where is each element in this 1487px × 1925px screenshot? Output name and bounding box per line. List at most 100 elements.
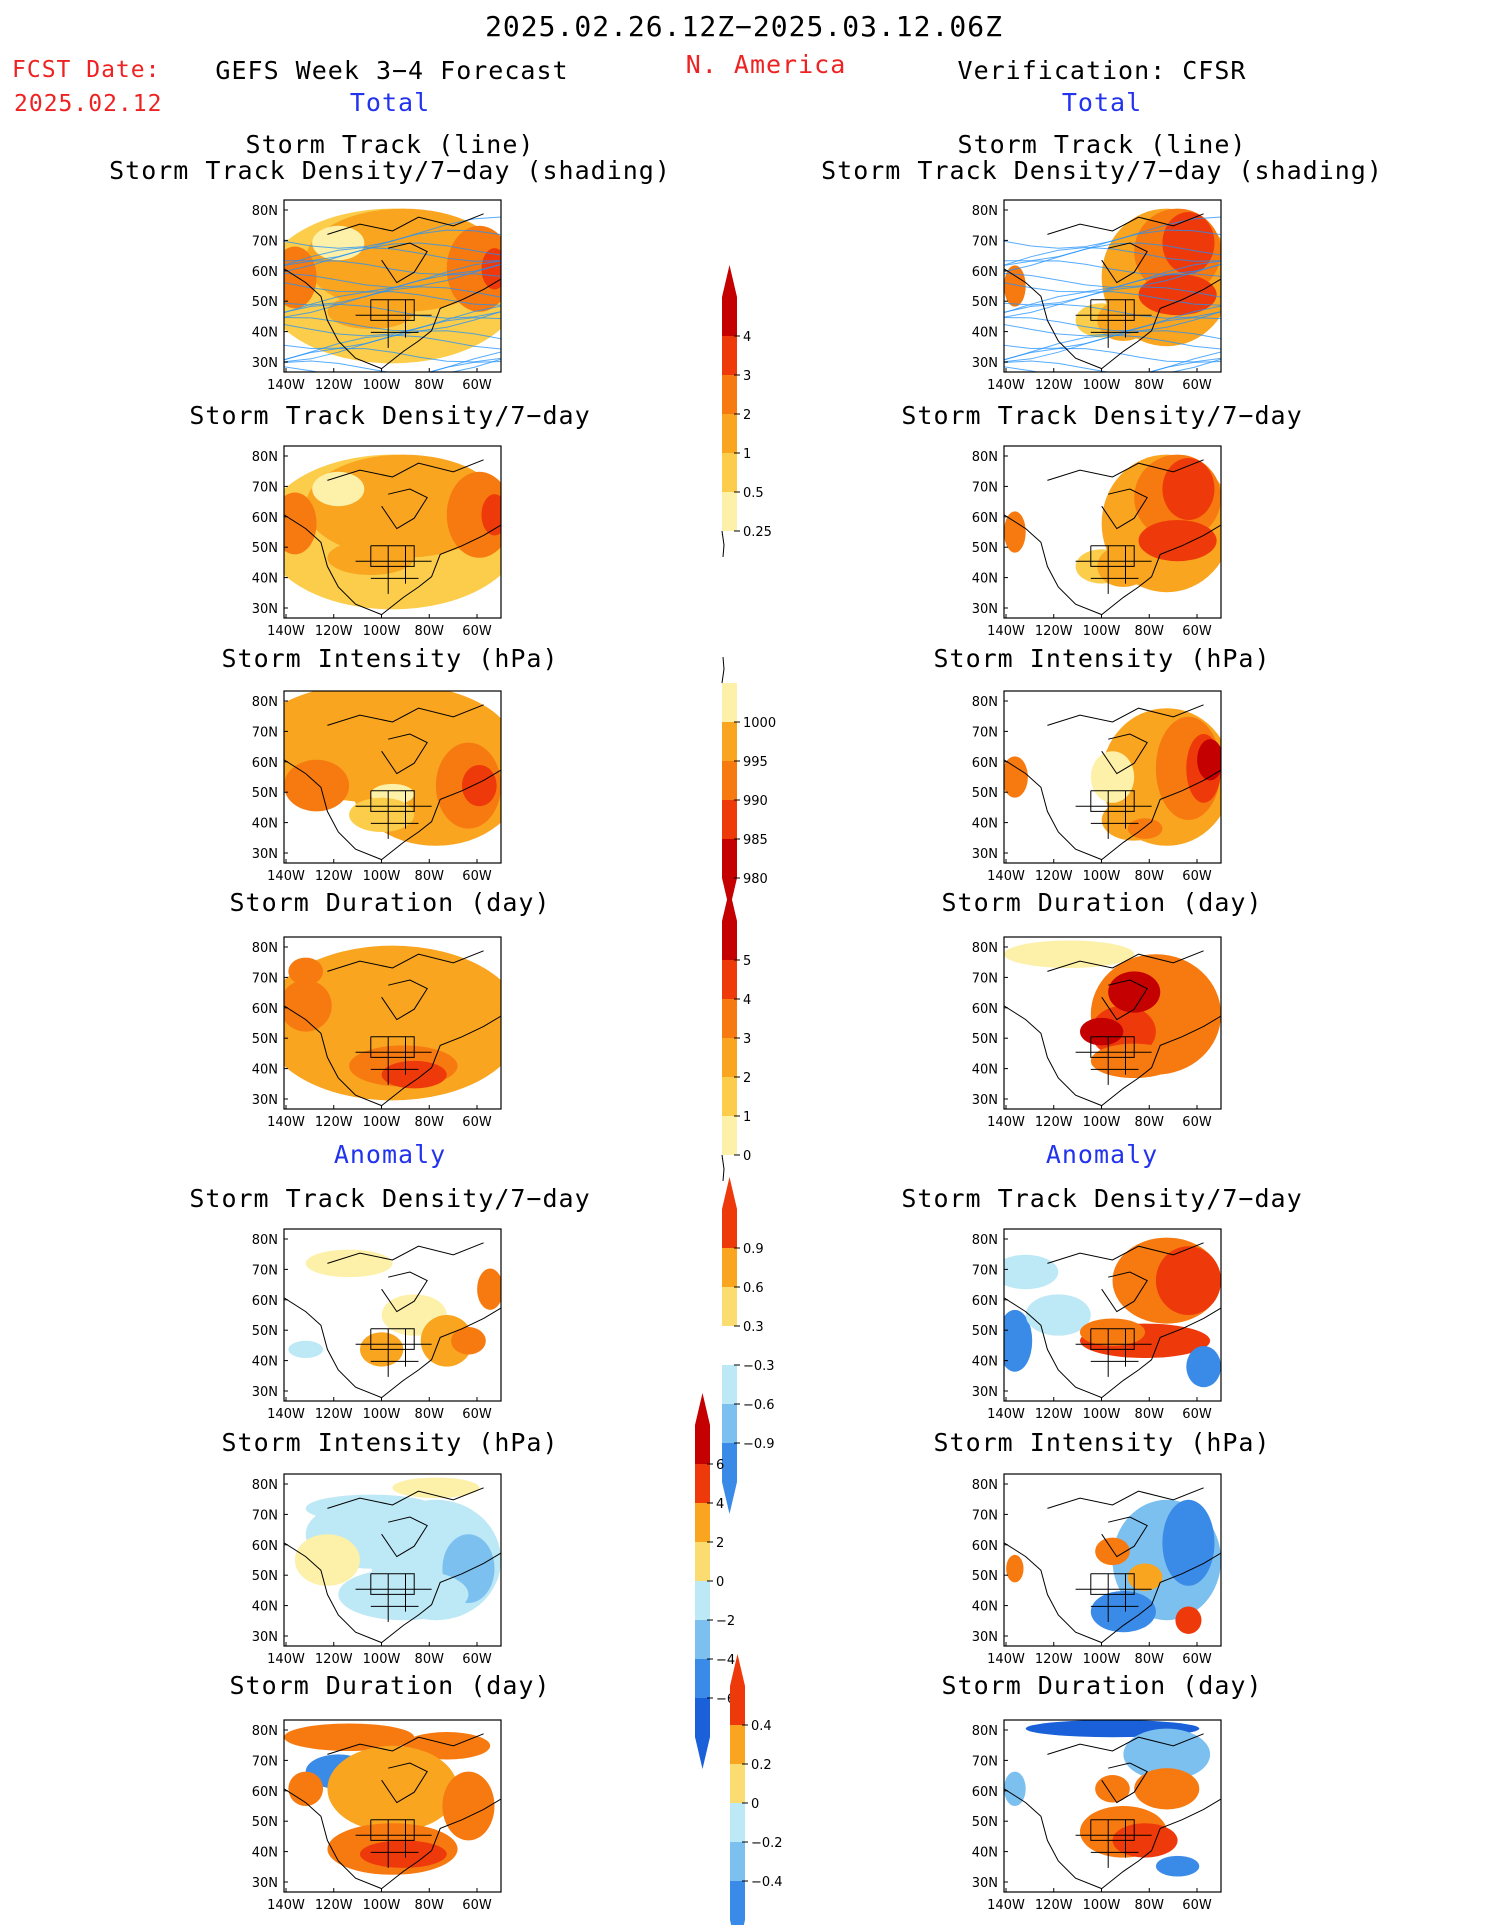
lon-label: 100W <box>1083 1652 1121 1667</box>
lon-label: 140W <box>267 1898 305 1913</box>
colorbar-density-anomaly: 0.9 0.6 0.3 −0.3 −0.6 −0.9 <box>722 1177 775 1514</box>
colorbar-label: 0.9 <box>743 1242 764 1257</box>
lat-label: 30N <box>252 847 278 862</box>
lon-label: 60W <box>462 1898 492 1913</box>
lat-label: 80N <box>972 1724 998 1739</box>
map-duration-anomaly-verification: 80N 70N 60N 50N 40N 30N 140W 120W 100W 80W 60W <box>972 1719 1222 1913</box>
lon-label: 120W <box>315 1652 353 1667</box>
colorbar-label: −2 <box>716 1614 735 1629</box>
lat-label: 60N <box>972 756 998 771</box>
panel-title-track-line-right: Storm Track (line) <box>957 130 1247 159</box>
lon-label: 120W <box>1035 1115 1073 1130</box>
lat-label: 60N <box>252 1785 278 1800</box>
lon-label: 100W <box>1083 869 1121 884</box>
lat-label: 80N <box>972 1478 998 1493</box>
lon-label: 140W <box>267 624 305 639</box>
colorbar-intensity-total: 1000 995 990 985 980 <box>721 656 776 910</box>
colorbar-label: 4 <box>743 993 751 1008</box>
colorbar-label: −0.9 <box>743 1437 775 1452</box>
lat-label: 30N <box>252 602 278 617</box>
lon-label: 80W <box>415 1652 445 1667</box>
map-intensity-anomaly-forecast: 80N 70N 60N 50N 40N 30N 140W 120W 100W 80W 60W <box>252 1473 502 1667</box>
panel-title-duration-anom-right: Storm Duration (day) <box>941 1671 1263 1700</box>
lon-label: 100W <box>363 869 401 884</box>
panel-title-track-line-left: Storm Track (line) <box>245 130 535 159</box>
panel-title-track-shading-left: Storm Track Density/7−day (shading) <box>109 156 671 185</box>
lon-label: 60W <box>1182 869 1212 884</box>
lon-label: 80W <box>1135 1898 1165 1913</box>
map-duration-anomaly-forecast: 80N 70N 60N 50N 40N 30N 140W 120W 100W 80W 60W <box>252 1719 502 1913</box>
lon-label: 80W <box>415 1115 445 1130</box>
lon-label: 120W <box>1035 1898 1073 1913</box>
colorbar-label: 2 <box>743 1071 751 1086</box>
colorbar-label: 1 <box>743 1110 751 1125</box>
colorbar-label: 985 <box>743 833 768 848</box>
colorbar-label: 0 <box>751 1797 759 1812</box>
lon-label: 120W <box>315 1115 353 1130</box>
lat-label: 80N <box>252 450 278 465</box>
colorbar-label: 990 <box>743 794 768 809</box>
colorbar-label: 0 <box>743 1149 751 1164</box>
map-intensity-verification: 80N 70N 60N 50N 40N 30N 140W 120W 100W 80W 60W <box>972 690 1222 884</box>
lat-label: 40N <box>252 1063 278 1078</box>
colorbar-label: 0.5 <box>743 486 764 501</box>
lat-label: 50N <box>252 1569 278 1584</box>
lat-label: 80N <box>972 204 998 219</box>
lon-label: 140W <box>987 624 1025 639</box>
lon-label: 60W <box>1182 1652 1212 1667</box>
lat-label: 50N <box>252 1324 278 1339</box>
lat-label: 70N <box>252 725 278 740</box>
lat-label: 40N <box>972 1846 998 1861</box>
lat-label: 40N <box>252 1846 278 1861</box>
lon-label: 100W <box>363 378 401 393</box>
lon-label: 60W <box>462 1407 492 1422</box>
map-intensity-forecast: 80N 70N 60N 50N 40N 30N 140W 120W 100W 80W 60W <box>252 690 502 884</box>
lon-label: 80W <box>415 1407 445 1422</box>
map-intensity-anomaly-verification: 80N 70N 60N 50N 40N 30N 140W 120W 100W 80W 60W <box>972 1473 1222 1667</box>
lat-label: 50N <box>252 295 278 310</box>
lon-label: 120W <box>315 1407 353 1422</box>
colorbar-label: −4 <box>716 1653 735 1668</box>
lat-label: 60N <box>972 1785 998 1800</box>
lat-label: 70N <box>252 1263 278 1278</box>
lon-label: 140W <box>267 1407 305 1422</box>
lon-label: 120W <box>315 869 353 884</box>
lat-label: 50N <box>972 295 998 310</box>
lat-label: 60N <box>252 265 278 280</box>
map-track-forecast: 80N 70N 60N 50N 40N 30N 140W 120W 100W 80W 60W <box>252 199 502 393</box>
colorbar-label: 3 <box>743 369 751 384</box>
lat-label: 70N <box>252 1508 278 1523</box>
lat-label: 30N <box>972 1385 998 1400</box>
lon-label: 100W <box>1083 624 1121 639</box>
total-label-right: Total <box>1061 88 1143 117</box>
lon-label: 100W <box>1083 1407 1121 1422</box>
lat-label: 80N <box>252 941 278 956</box>
lat-label: 30N <box>972 356 998 371</box>
lat-label: 50N <box>252 1815 278 1830</box>
lon-label: 80W <box>1135 1115 1165 1130</box>
colorbar-label: −0.3 <box>743 1359 775 1374</box>
colorbar-label: 3 <box>743 1032 751 1047</box>
region-title: N. America <box>685 50 847 79</box>
lon-label: 100W <box>363 1115 401 1130</box>
lat-label: 40N <box>252 817 278 832</box>
lat-label: 40N <box>972 326 998 341</box>
fcst-date-label: FCST Date: <box>12 57 161 83</box>
map-density-anomaly-verification: 80N 70N 60N 50N 40N 30N 140W 120W 100W 80W 60W <box>972 1228 1222 1422</box>
lat-label: 30N <box>972 1876 998 1891</box>
lon-label: 100W <box>363 1407 401 1422</box>
colorbar-label: −0.2 <box>751 1836 783 1851</box>
lon-label: 140W <box>987 1898 1025 1913</box>
lat-label: 30N <box>252 1385 278 1400</box>
lat-label: 30N <box>972 1093 998 1108</box>
map-density-anomaly-forecast: 80N 70N 60N 50N 40N 30N 140W 120W 100W 80W 60W <box>252 1228 502 1422</box>
lon-label: 60W <box>462 1652 492 1667</box>
lat-label: 30N <box>252 1876 278 1891</box>
panel-title-density-left: Storm Track Density/7−day <box>189 401 591 430</box>
lat-label: 70N <box>972 234 998 249</box>
lat-label: 80N <box>972 1233 998 1248</box>
lat-label: 40N <box>252 1600 278 1615</box>
lon-label: 120W <box>1035 378 1073 393</box>
lon-label: 80W <box>1135 869 1165 884</box>
